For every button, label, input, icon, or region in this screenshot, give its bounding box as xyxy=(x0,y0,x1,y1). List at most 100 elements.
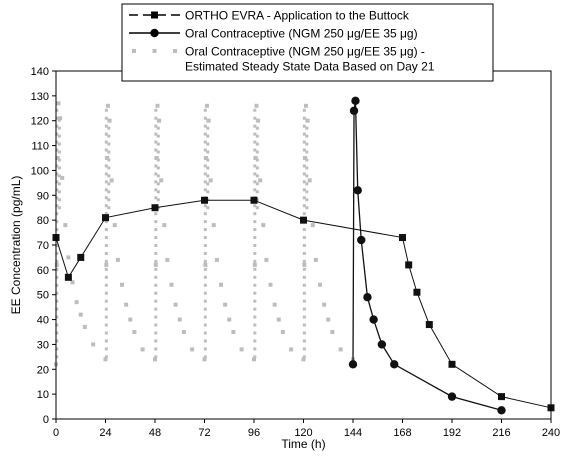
estimated-dot xyxy=(104,204,108,208)
estimated-point xyxy=(211,223,216,228)
estimated-point xyxy=(313,257,318,262)
estimated-dot xyxy=(203,156,207,160)
estimated-dot xyxy=(253,124,257,128)
estimated-dot xyxy=(206,206,210,210)
estimated-dot xyxy=(154,339,158,343)
estimated-point xyxy=(276,317,281,322)
x-tick-label: 168 xyxy=(393,427,411,439)
estimated-dot xyxy=(302,188,306,192)
ortho-evra-point xyxy=(300,216,307,224)
legend-estimated-sample-marker xyxy=(152,49,157,53)
estimated-dot xyxy=(104,108,108,112)
estimated-dot xyxy=(55,204,59,208)
estimated-dot xyxy=(253,259,257,263)
y-axis-title: EE Concentration (pg/mL) xyxy=(9,176,23,315)
estimated-dot xyxy=(104,148,108,152)
estimated-dot xyxy=(302,132,306,136)
estimated-dot xyxy=(104,323,108,327)
x-tick-label: 72 xyxy=(198,427,210,439)
estimated-dot xyxy=(302,267,306,271)
estimated-dot xyxy=(104,124,108,128)
estimated-dot xyxy=(104,307,108,311)
estimated-dot xyxy=(104,243,108,247)
estimated-dot xyxy=(302,140,306,144)
ortho-evra-point xyxy=(151,204,159,212)
estimated-dot xyxy=(253,299,257,303)
estimated-dot xyxy=(253,140,257,144)
x-tick-label: 48 xyxy=(149,427,161,439)
estimated-dot xyxy=(156,198,160,202)
estimated-dot xyxy=(104,347,108,351)
estimated-dot xyxy=(305,182,309,186)
estimated-dot xyxy=(302,228,306,232)
estimated-dot xyxy=(253,307,257,311)
estimated-dot xyxy=(55,140,59,144)
estimated-dot xyxy=(253,132,257,136)
estimated-dot xyxy=(57,142,61,146)
estimated-dot xyxy=(154,355,158,359)
estimated-dot xyxy=(302,124,306,128)
estimated-point xyxy=(303,103,308,108)
estimated-dot xyxy=(253,156,257,160)
estimated-dot xyxy=(154,116,158,120)
estimated-dot xyxy=(55,220,59,224)
estimated-dot xyxy=(305,166,309,170)
estimated-dot xyxy=(154,299,158,303)
estimated-point xyxy=(153,357,157,362)
estimated-dot xyxy=(203,124,207,128)
y-tick-label: 60 xyxy=(37,265,49,277)
estimated-dot xyxy=(206,166,210,170)
estimated-dot xyxy=(206,190,210,194)
legend-estimated-sample-marker xyxy=(173,49,177,53)
y-tick-label: 10 xyxy=(37,389,49,401)
estimated-dot xyxy=(104,291,108,295)
estimated-point xyxy=(82,325,87,330)
estimated-dot xyxy=(203,299,207,303)
estimated-dot xyxy=(154,108,158,112)
estimated-point xyxy=(252,357,256,362)
estimated-dot xyxy=(302,243,306,247)
estimated-dot xyxy=(154,188,158,192)
oral-contraceptive-point xyxy=(357,235,366,245)
estimated-dot xyxy=(104,315,108,319)
x-axis-title: Time (h) xyxy=(281,437,325,451)
estimated-point xyxy=(173,302,178,307)
estimated-dot xyxy=(107,182,111,186)
estimated-dot xyxy=(107,134,111,138)
estimated-dot xyxy=(253,164,257,168)
ortho-evra-point xyxy=(102,214,109,222)
estimated-dot xyxy=(253,228,257,232)
estimated-dot xyxy=(203,204,207,208)
estimated-dot xyxy=(156,142,160,146)
oral-contraceptive-point xyxy=(447,392,457,401)
estimated-point xyxy=(322,302,327,307)
estimated-point xyxy=(60,175,65,180)
estimated-dot xyxy=(206,134,210,138)
estimated-dot xyxy=(203,291,207,295)
estimated-dot xyxy=(302,355,306,359)
estimated-point xyxy=(159,178,164,183)
estimated-dot xyxy=(55,283,59,287)
estimated-dot xyxy=(253,267,257,271)
estimated-point xyxy=(280,330,285,334)
estimated-dot xyxy=(203,259,207,263)
estimated-dot xyxy=(57,126,61,130)
estimated-dot xyxy=(203,347,207,351)
estimated-dot xyxy=(154,124,158,128)
estimated-dot xyxy=(302,108,306,112)
estimated-dot xyxy=(104,275,108,279)
estimated-dot xyxy=(305,134,309,138)
estimated-point xyxy=(124,302,129,307)
estimated-dot xyxy=(203,331,207,335)
estimated-dot xyxy=(55,243,59,247)
estimated-point xyxy=(310,223,315,228)
x-tick-label: 192 xyxy=(443,427,461,439)
estimated-dot xyxy=(302,347,306,351)
estimated-steady-state-series xyxy=(54,101,355,367)
estimated-dot xyxy=(57,118,61,122)
estimated-dot xyxy=(154,267,158,271)
estimated-dot xyxy=(55,188,59,192)
estimated-point xyxy=(63,223,68,228)
estimated-dot xyxy=(55,307,59,311)
